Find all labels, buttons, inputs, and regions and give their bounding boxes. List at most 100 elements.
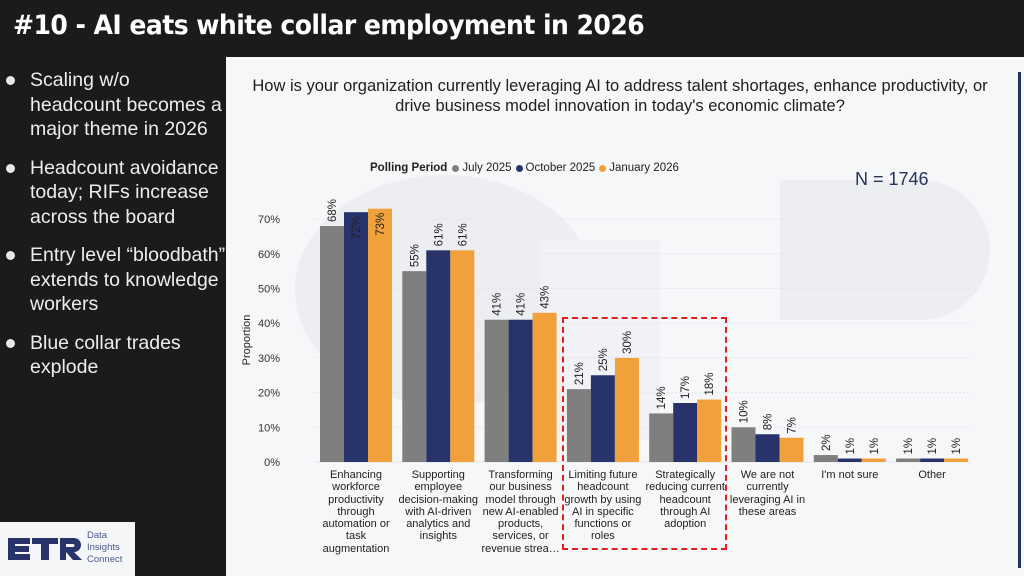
y-tick-label: 10%	[258, 422, 280, 434]
x-tick-label-line: functions or	[574, 518, 632, 531]
x-tick-label-line: our business	[489, 481, 552, 494]
bullet-dot-icon	[6, 338, 15, 348]
x-tick-label-line: revenue strea…	[481, 542, 560, 555]
x-tick-label-line: Limiting future	[568, 469, 638, 481]
bar-value-label: 10%	[739, 400, 751, 423]
x-tick-label-line: through	[337, 505, 375, 518]
bar	[402, 271, 427, 462]
x-tick-label-line: employee	[414, 481, 463, 494]
etr-logo-mark-icon	[8, 538, 82, 560]
bar	[779, 437, 804, 462]
bar	[697, 399, 722, 462]
legend-swatch-icon	[452, 164, 460, 172]
legend-title: Polling Period	[370, 162, 448, 174]
x-tick-label-line: leveraging AI in	[729, 493, 806, 506]
x-tick-label-line: Supporting	[411, 469, 465, 481]
x-tick-label-line: productivity	[328, 493, 384, 506]
x-tick-label-line: through AI	[660, 505, 711, 518]
bar-value-label: 21%	[574, 362, 586, 385]
x-tick-label-line: new AI-enabled	[482, 505, 559, 518]
x-tick-label: Strategically reducing current headcount th…	[643, 469, 727, 530]
legend-item-january-2026: January 2026	[599, 162, 679, 174]
bar-value-label: 18%	[704, 373, 716, 396]
x-tick-label-line: Strategically	[655, 469, 716, 481]
legend: Polling Period July 2025 October 2025 Ja…	[370, 162, 683, 174]
bar-value-label: 72%	[351, 216, 363, 239]
bar	[837, 458, 862, 462]
bar-value-label: 61%	[457, 223, 469, 246]
bar	[614, 357, 639, 462]
legend-label: July 2025	[462, 162, 512, 174]
bullet-text: Scaling w/o headcount becomes a major th…	[30, 69, 222, 140]
bar-value-label: 41%	[492, 293, 504, 316]
bullet-list: Scaling w/o headcount becomes a major th…	[4, 68, 226, 394]
bar	[368, 208, 392, 462]
y-tick-label: 0%	[264, 457, 280, 469]
legend-swatch-icon	[599, 164, 607, 172]
bar	[861, 458, 886, 462]
x-tick-label-line: automation or	[322, 518, 390, 531]
legend-item-july-2025: July 2025	[452, 162, 512, 174]
bar	[649, 413, 674, 462]
y-tick-label: 30%	[258, 353, 280, 365]
bar	[532, 312, 557, 462]
x-tick-label-line: services, or	[492, 530, 549, 543]
bar	[673, 403, 698, 462]
x-tick-label-line: Other	[918, 469, 946, 481]
bar-value-label: 41%	[516, 293, 528, 316]
bullet-dot-icon	[6, 163, 15, 173]
bullet-text: Blue collar trades explode	[30, 331, 181, 379]
legend-swatch-icon	[515, 164, 523, 172]
bar	[320, 226, 344, 462]
bar	[755, 434, 780, 462]
legend-label: January 2026	[609, 162, 679, 174]
x-tick-label-line: Enhancing	[330, 469, 382, 481]
bar-value-label: 25%	[598, 348, 610, 371]
panel-divider	[1018, 72, 1021, 568]
bar-value-label: 2%	[821, 434, 833, 451]
bar-value-label: 7%	[787, 417, 799, 434]
bar-value-label: 43%	[540, 286, 552, 309]
bar-value-label: 14%	[656, 386, 668, 409]
x-tick-label: Other	[890, 469, 974, 481]
highlight-box	[562, 317, 727, 550]
logo-tagline-data: Data	[87, 530, 108, 541]
x-tick-label: We are not currently leveraging AI in these…	[726, 469, 810, 518]
bar	[944, 458, 969, 462]
bar-labels: 68% 72% 73% 55% 61% 61% 41% 41% 43% 21% 25% 30% 14% 1…	[327, 199, 963, 455]
y-axis-label: Proportion	[241, 315, 253, 366]
y-tick-label: 60%	[258, 249, 280, 261]
bar-value-label: 1%	[845, 438, 857, 455]
x-tick-label: Limiting future headcount growth by using A…	[561, 469, 645, 543]
bar-value-label: 1%	[903, 438, 915, 455]
bar-value-label: 30%	[622, 331, 634, 354]
bar	[896, 458, 921, 462]
bar	[590, 375, 615, 462]
x-tick-label-line: We are not	[740, 469, 795, 481]
x-tick-label: Enhancing workforce productivity through aut…	[314, 469, 398, 555]
slide-title: #10 - AI eats white collar employment in…	[13, 10, 645, 41]
x-tick-label-line: headcount	[577, 481, 629, 494]
x-tick-label-line: insights	[419, 530, 457, 543]
y-tick-label: 40%	[258, 318, 280, 330]
x-tick-label-line: adoption	[664, 518, 707, 531]
bar-value-label: 73%	[375, 213, 387, 236]
x-tick-label: Transforming our business model through new…	[479, 469, 563, 555]
bullet-text: Headcount avoidance today; RIFs increase…	[30, 156, 219, 228]
bar	[450, 250, 475, 462]
bar-value-label: 17%	[680, 376, 692, 399]
legend-item-october-2025: October 2025	[515, 162, 596, 174]
etr-logo: Data Insights Connect	[0, 522, 135, 576]
y-tick-label: 70%	[258, 214, 280, 226]
legend-label: October 2025	[525, 162, 596, 174]
logo-tagline: Data Insights Connect	[87, 530, 122, 566]
bar	[508, 319, 533, 462]
y-axis-ticks: 0% 10% 20% 30% 40% 50% 60% 70%	[258, 214, 280, 469]
bar	[344, 212, 368, 462]
x-tick-label-line: augmentation	[322, 542, 390, 555]
bar-value-label: 61%	[433, 223, 445, 246]
x-tick-label: I'm not sure	[808, 469, 892, 481]
bullet-dot-icon	[6, 251, 15, 260]
bullet-item: Blue collar trades explode	[4, 331, 226, 380]
